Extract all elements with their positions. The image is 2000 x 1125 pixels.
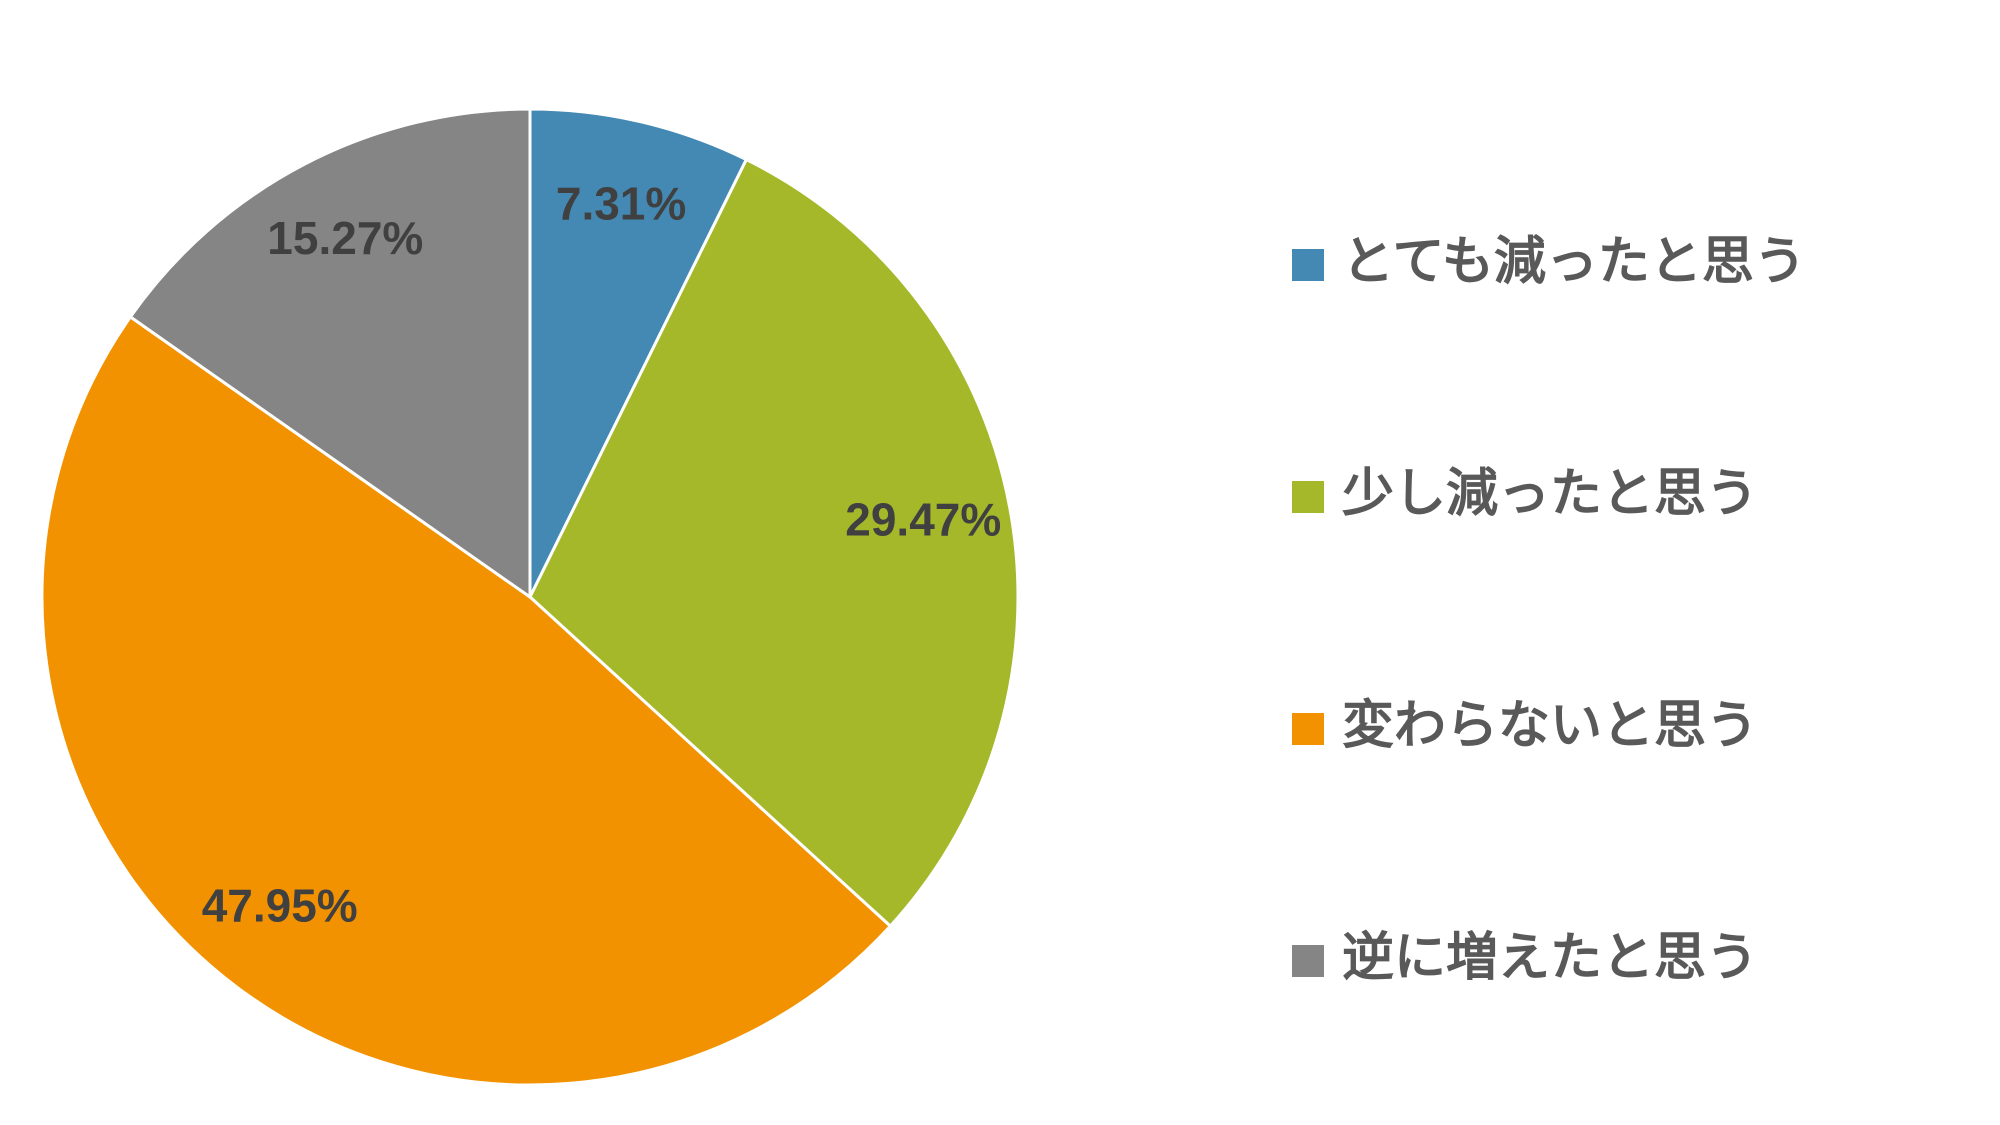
legend-label: 逆に増えたと思う [1342,928,1758,988]
legend-label: 変わらないと思う [1342,696,1758,756]
value-label: 15.27% [267,212,423,264]
value-label: 7.31% [556,178,686,230]
value-label: 47.95% [202,879,358,931]
pie-slice [528,107,749,598]
pie-slice [528,157,1020,929]
legend-swatch [1292,249,1324,281]
pie-slice [128,107,532,600]
value-label: 29.47% [845,493,1001,545]
legend-label: 少し減ったと思う [1342,464,1758,524]
legend-swatch [1292,481,1324,513]
legend-swatch [1292,713,1324,745]
pie-slice [40,314,893,1087]
legend-swatch [1292,945,1324,977]
legend-label: とても減ったと思う [1342,232,1806,292]
